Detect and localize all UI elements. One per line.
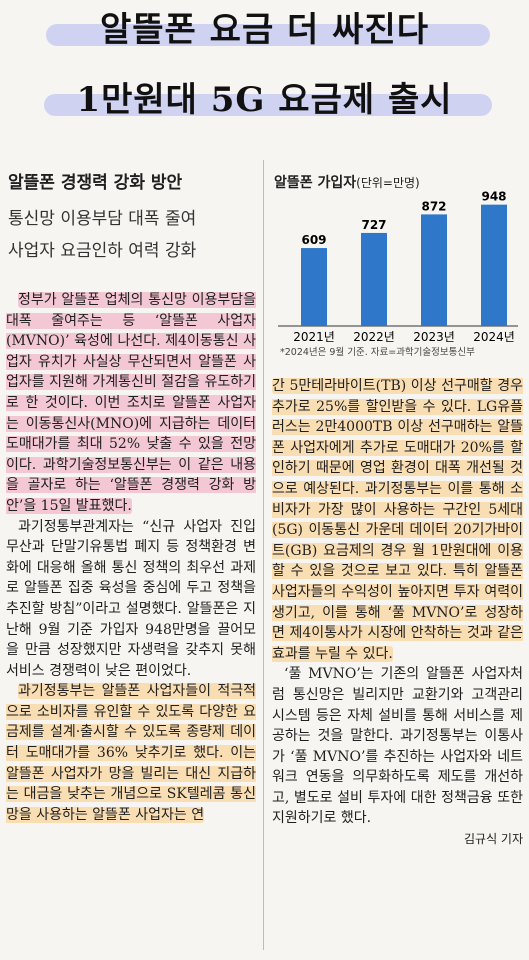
chart-title: 알뜰폰 가입자(단위=만명) [274, 172, 420, 192]
chart-category-label: 2024년 [473, 330, 515, 344]
chart-category-label: 2022년 [353, 330, 395, 344]
chart-unit: (단위=만명) [356, 176, 420, 190]
column-divider [263, 160, 264, 950]
byline: 김규식 기자 [463, 832, 523, 847]
chart-category-label: 2021년 [293, 330, 335, 344]
subheading-title: 알뜰폰 경쟁력 강화 방안 [8, 173, 183, 193]
highlighted-text: 정부가 알뜰폰 업체의 통신망 이용부담을 대폭 줄여주는 등 ‘알뜰폰 사업자… [6, 292, 256, 514]
chart-data-label: 609 [301, 233, 326, 247]
highlighted-text: 간 5만테라바이트(TB) 이상 선구매할 경우 추가로 25%를 할인받을 수… [272, 378, 523, 662]
chart-category-label: 2023년 [413, 330, 455, 344]
chart-note: *2024년은 9월 기준. 자료=과학기술정보통신부 [280, 347, 475, 358]
headline-highlight-2 [44, 94, 492, 116]
article-column-1: 정부가 알뜰폰 업체의 통신망 이용부담을 대폭 줄여주는 등 ‘알뜰폰 사업자… [6, 290, 256, 825]
subscriber-bar-chart: 609 2021년 727 2022년 872 2023년 948 2024년 [278, 190, 518, 344]
headline-line-2: 1만원대 5G 요금제 출시 [76, 80, 453, 120]
subheading-line-1: 통신망 이용부담 대폭 줄여 [8, 209, 197, 229]
paragraph-5: ‘풀 MVNO’는 기존의 알뜰폰 사업자처럼 통신망은 빌리지만 교환기와 고… [272, 666, 523, 827]
chart-bar [421, 214, 447, 326]
highlighted-text: 과기정통부는 알뜰폰 사업자들이 적극적으로 소비자를 유인할 수 있도록 다양… [6, 683, 256, 823]
article-column-2: 간 5만테라바이트(TB) 이상 선구매할 경우 추가로 25%를 할인받을 수… [272, 376, 523, 850]
paragraph-2: 과기정통부관계자는 “신규 사업자 진입 무산과 단말기유통법 폐지 등 정책환… [6, 518, 256, 679]
chart-bar [361, 232, 387, 326]
chart-title-text: 알뜰폰 가입자 [274, 175, 357, 191]
subheading-line-2: 사업자 요금인하 여력 강화 [8, 241, 197, 261]
headline-line-1: 알뜰폰 요금 더 싸진다 [99, 10, 430, 50]
chart-data-label: 948 [481, 190, 506, 204]
chart-bar [301, 248, 327, 326]
headline-highlight-1 [46, 24, 490, 46]
paragraph-4: 간 5만테라바이트(TB) 이상 선구매할 경우 추가로 25%를 할인받을 수… [272, 376, 523, 664]
chart-bar [481, 204, 507, 326]
chart-data-label: 872 [421, 199, 446, 213]
paragraph-3: 과기정통부는 알뜰폰 사업자들이 적극적으로 소비자를 유인할 수 있도록 다양… [6, 681, 256, 825]
chart-data-label: 727 [361, 218, 386, 232]
paragraph-1: 정부가 알뜰폰 업체의 통신망 이용부담을 대폭 줄여주는 등 ‘알뜰폰 사업자… [6, 290, 256, 517]
